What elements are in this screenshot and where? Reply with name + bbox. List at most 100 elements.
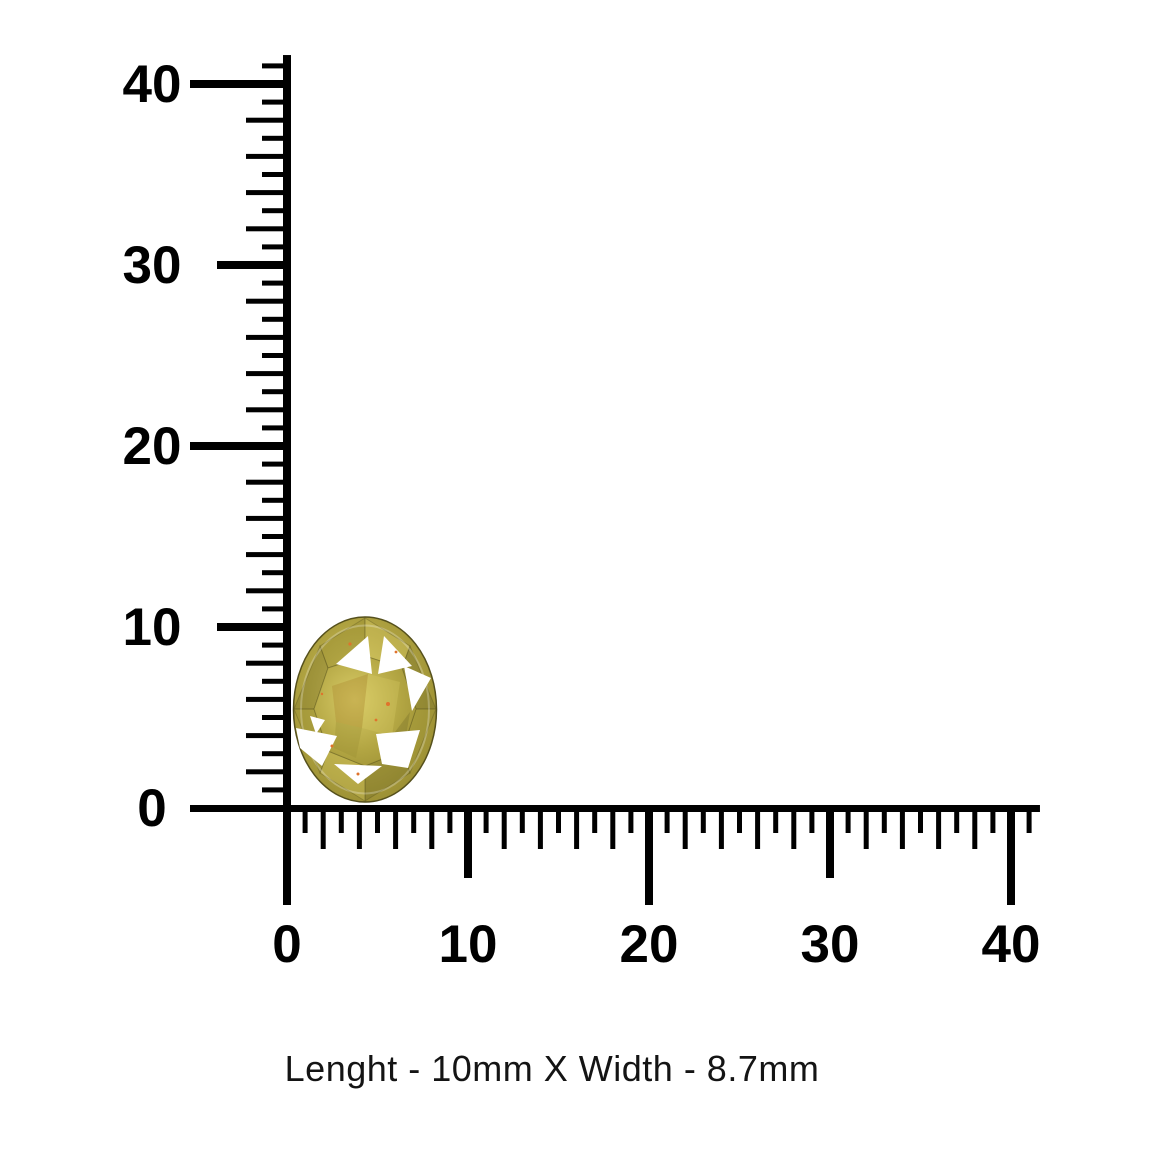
vertical-ruler-tick bbox=[246, 117, 283, 123]
horizontal-ruler-tick bbox=[519, 812, 525, 833]
horizontal-ruler-tick bbox=[682, 812, 688, 849]
vertical-ruler-tick bbox=[262, 208, 283, 214]
vertical-ruler-tick bbox=[262, 425, 283, 431]
vertical-ruler-tick bbox=[262, 678, 283, 684]
vertical-ruler-tick bbox=[246, 588, 283, 594]
horizontal-ruler-tick bbox=[393, 812, 399, 849]
horizontal-ruler-tick bbox=[375, 812, 380, 833]
horizontal-ruler-tick bbox=[737, 812, 742, 833]
vertical-ruler-tick bbox=[262, 135, 283, 141]
vertical-ruler-tick bbox=[246, 153, 283, 159]
vertical-ruler-tick bbox=[246, 371, 283, 377]
vertical-ruler-tick bbox=[246, 479, 283, 485]
horizontal-ruler-tick bbox=[755, 812, 761, 849]
vertical-ruler-tick bbox=[246, 226, 283, 232]
horizontal-ruler-tick bbox=[464, 812, 472, 878]
vertical-ruler-tick bbox=[246, 733, 283, 739]
vertical-axis-label: 20 bbox=[123, 417, 182, 476]
horizontal-ruler-tick bbox=[972, 812, 978, 849]
vertical-axis-label: 0 bbox=[137, 779, 166, 838]
vertical-axis-label: 40 bbox=[123, 55, 182, 114]
vertical-ruler-tick bbox=[246, 298, 283, 304]
horizontal-ruler-tick bbox=[990, 812, 996, 833]
vertical-axis-label: 30 bbox=[123, 236, 182, 295]
vertical-ruler-tick bbox=[217, 261, 283, 269]
vertical-ruler-tick bbox=[246, 515, 283, 521]
vertical-ruler-tick bbox=[262, 461, 283, 467]
vertical-ruler-tick bbox=[190, 442, 283, 450]
vertical-ruler-tick bbox=[217, 623, 283, 631]
horizontal-ruler-tick bbox=[809, 812, 815, 833]
vertical-ruler-tick bbox=[190, 80, 283, 88]
vertical-ruler-tick bbox=[262, 316, 283, 322]
horizontal-ruler-tick bbox=[881, 812, 887, 833]
vertical-ruler-tick bbox=[262, 389, 283, 395]
horizontal-ruler-tick bbox=[773, 812, 779, 833]
dimensions-caption: Lenght - 10mm X Width - 8.7mm bbox=[284, 1048, 820, 1089]
horizontal-ruler-tick bbox=[356, 812, 362, 849]
vertical-ruler-tick bbox=[262, 751, 283, 757]
horizontal-ruler-tick bbox=[483, 812, 489, 833]
gemstone-photo bbox=[292, 616, 438, 803]
horizontal-axis-label: 30 bbox=[801, 915, 860, 974]
horizontal-ruler-tick bbox=[845, 812, 851, 833]
vertical-ruler-tick bbox=[262, 787, 283, 793]
horizontal-ruler-tick bbox=[447, 812, 453, 833]
vertical-ruler-tick bbox=[262, 63, 283, 69]
vertical-ruler-tick bbox=[262, 280, 283, 286]
horizontal-ruler-tick bbox=[302, 812, 308, 833]
vertical-ruler-tick bbox=[246, 660, 283, 666]
horizontal-axis-label: 40 bbox=[982, 915, 1041, 974]
gem-rim-highlight bbox=[300, 624, 430, 795]
vertical-ruler-tick bbox=[262, 244, 283, 250]
horizontal-ruler-tick bbox=[954, 812, 960, 833]
horizontal-ruler-tick bbox=[645, 812, 653, 905]
horizontal-axis-label: 20 bbox=[620, 915, 679, 974]
horizontal-axis-label: 10 bbox=[439, 915, 498, 974]
vertical-ruler-tick bbox=[262, 606, 283, 612]
vertical-ruler-tick bbox=[262, 570, 283, 576]
horizontal-ruler-tick bbox=[574, 812, 580, 849]
horizontal-ruler-tick bbox=[556, 812, 561, 833]
vertical-ruler-tick bbox=[246, 190, 283, 196]
horizontal-axis-label: 0 bbox=[272, 915, 301, 974]
horizontal-ruler-tick bbox=[1007, 812, 1015, 905]
vertical-ruler-tick bbox=[262, 172, 283, 177]
vertical-axis-line bbox=[283, 55, 291, 906]
horizontal-ruler-tick bbox=[863, 812, 869, 849]
vertical-ruler-tick bbox=[262, 642, 283, 648]
horizontal-ruler-tick bbox=[628, 812, 634, 833]
gem-sparkles bbox=[320, 642, 398, 776]
horizontal-ruler-tick bbox=[918, 812, 923, 833]
horizontal-ruler-tick bbox=[537, 812, 543, 849]
vertical-ruler-tick bbox=[262, 99, 283, 105]
vertical-ruler-tick bbox=[246, 696, 283, 702]
vertical-ruler-tick bbox=[262, 497, 283, 503]
vertical-ruler-tick bbox=[262, 353, 283, 358]
vertical-ruler-tick bbox=[262, 715, 283, 720]
vertical-ruler-tick bbox=[246, 334, 283, 340]
horizontal-ruler-tick bbox=[592, 812, 598, 833]
horizontal-ruler-tick bbox=[791, 812, 797, 849]
horizontal-ruler-tick bbox=[826, 812, 834, 878]
vertical-axis-label: 10 bbox=[123, 598, 182, 657]
horizontal-ruler-tick bbox=[338, 812, 344, 833]
vertical-ruler-tick bbox=[246, 552, 283, 558]
horizontal-ruler-tick bbox=[501, 812, 507, 849]
vertical-ruler-tick bbox=[246, 769, 283, 775]
horizontal-ruler-tick bbox=[664, 812, 670, 833]
horizontal-ruler-tick bbox=[718, 812, 724, 849]
vertical-ruler-tick bbox=[262, 534, 283, 539]
horizontal-ruler-tick bbox=[1026, 812, 1032, 833]
horizontal-axis-line bbox=[190, 805, 1040, 812]
vertical-ruler-tick bbox=[246, 407, 283, 413]
horizontal-ruler-tick bbox=[610, 812, 616, 849]
horizontal-ruler-tick bbox=[320, 812, 326, 849]
horizontal-ruler-tick bbox=[700, 812, 706, 833]
horizontal-ruler-tick bbox=[936, 812, 942, 849]
horizontal-ruler-tick bbox=[411, 812, 417, 833]
horizontal-ruler-tick bbox=[429, 812, 435, 849]
horizontal-ruler-tick bbox=[899, 812, 905, 849]
